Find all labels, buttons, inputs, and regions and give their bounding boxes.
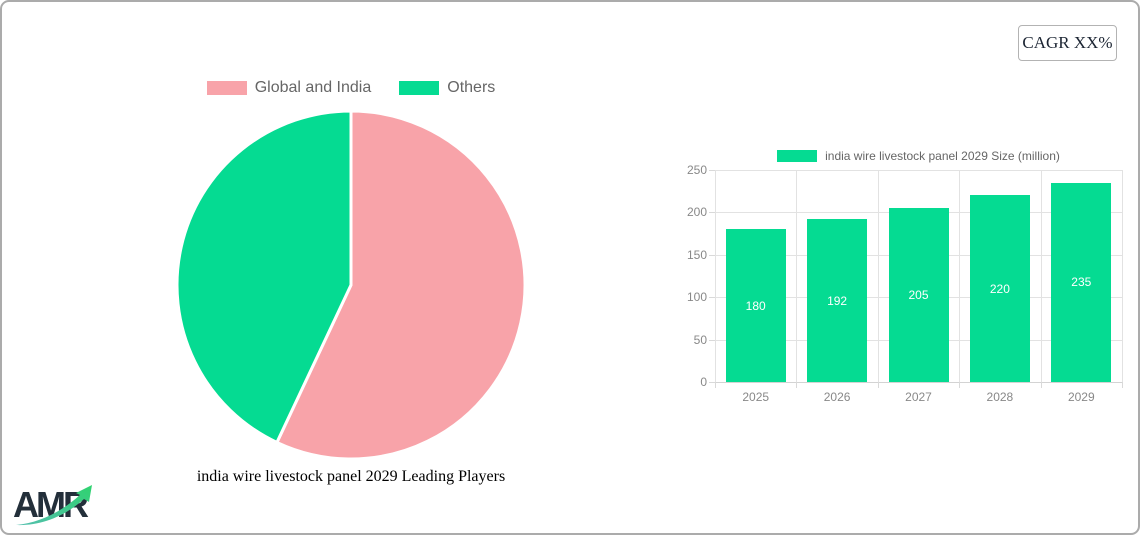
y-axis-tick-label: 200 xyxy=(686,205,707,220)
gridline xyxy=(1040,170,1042,382)
y-axis-tick xyxy=(709,254,715,256)
x-axis-label-2026: 2026 xyxy=(823,390,851,404)
legend-swatch xyxy=(206,81,247,95)
x-axis-tick xyxy=(959,382,961,388)
pie-legend: Global and India Others xyxy=(171,78,531,98)
cagr-badge-label: CAGR XX% xyxy=(1022,33,1113,52)
x-axis-tick xyxy=(877,382,879,388)
bar-legend-item[interactable]: india wire livestock panel 2029 Size (mi… xyxy=(777,149,1060,163)
y-axis-tick xyxy=(709,170,715,171)
gridline xyxy=(1122,170,1123,382)
gridline xyxy=(715,382,1122,383)
gridline xyxy=(715,170,716,382)
bar-2026: 192 xyxy=(807,219,868,382)
bar-value-label: 220 xyxy=(989,281,1010,296)
bar-2028: 220 xyxy=(969,195,1030,382)
pie-slice-others xyxy=(175,109,353,444)
amr-logo-arrow-icon xyxy=(16,485,92,526)
bar-value-label: 180 xyxy=(745,298,766,313)
bar-2027: 205 xyxy=(888,208,949,382)
pie-slice-global-and-india xyxy=(275,109,527,461)
legend-label: india wire livestock panel 2029 Size (mi… xyxy=(825,149,1060,163)
y-axis-tick-label: 100 xyxy=(686,290,707,305)
bar-legend: india wire livestock panel 2029 Size (mi… xyxy=(715,148,1122,164)
x-axis-label-2027: 2027 xyxy=(905,390,932,404)
amr-logo: AMR xyxy=(13,484,92,526)
x-axis-tick xyxy=(715,382,716,388)
gridline xyxy=(877,170,879,382)
bar-value-label: 235 xyxy=(1071,275,1092,290)
x-axis-tick xyxy=(1040,382,1042,388)
legend-label: Others xyxy=(447,79,496,96)
legend-swatch xyxy=(777,150,818,162)
x-axis-label-2028: 2028 xyxy=(986,390,1014,404)
gridline xyxy=(796,170,798,382)
y-axis-tick-label: 0 xyxy=(700,375,707,389)
y-axis-tick-label: 250 xyxy=(686,163,707,177)
gridline xyxy=(959,170,961,382)
y-axis-tick xyxy=(709,212,715,214)
x-axis-label-2025: 2025 xyxy=(742,390,770,404)
y-axis-tick-label: 50 xyxy=(693,332,707,347)
x-axis-label-2029: 2029 xyxy=(1067,390,1095,404)
pie-chart-title: india wire livestock panel 2029 Leading … xyxy=(196,468,506,485)
legend-swatch xyxy=(399,81,440,95)
bar-2025: 180 xyxy=(725,229,786,382)
legend-label: Global and India xyxy=(254,79,372,96)
bar-value-label: 205 xyxy=(908,288,929,303)
pie-chart xyxy=(175,109,527,461)
y-axis-tick-label: 150 xyxy=(686,247,707,262)
bar-plot: 0 50 100 150 200 250 180 2025 192 2026 205 2027 220 2… xyxy=(687,163,1123,404)
gridline xyxy=(715,170,1122,171)
bar-2029: 235 xyxy=(1051,182,1112,382)
y-axis-tick xyxy=(709,339,715,341)
y-axis-tick xyxy=(709,297,715,299)
pie-legend-item-others[interactable]: Others xyxy=(399,79,495,97)
cagr-badge: CAGR XX% xyxy=(1018,25,1117,61)
pie-legend-item-global-and-india[interactable]: Global and India xyxy=(206,79,372,97)
x-axis-tick xyxy=(1122,382,1123,388)
bar-value-label: 192 xyxy=(827,293,848,308)
y-axis-tick xyxy=(709,382,715,383)
x-axis-tick xyxy=(796,382,798,388)
